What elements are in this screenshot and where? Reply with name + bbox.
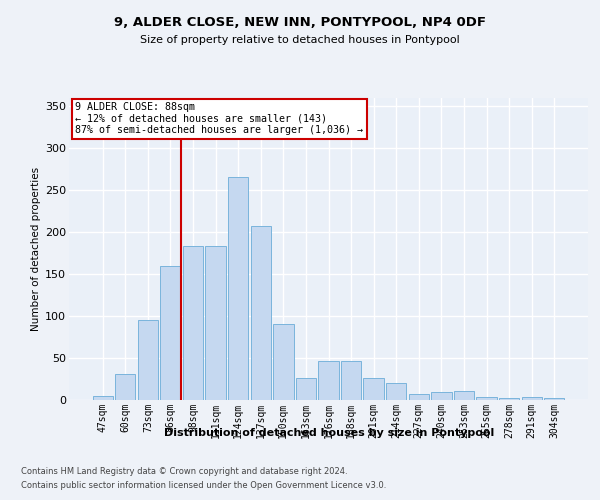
Bar bbox=[319, 362, 338, 400]
Text: 9 ALDER CLOSE: 88sqm
← 12% of detached houses are smaller (143)
87% of semi-deta: 9 ALDER CLOSE: 88sqm ← 12% of detached h… bbox=[75, 102, 363, 135]
Bar bbox=[544, 398, 565, 400]
Bar bbox=[364, 378, 384, 400]
Text: Distribution of detached houses by size in Pontypool: Distribution of detached houses by size … bbox=[164, 428, 494, 438]
Bar bbox=[499, 398, 519, 400]
Text: Size of property relative to detached houses in Pontypool: Size of property relative to detached ho… bbox=[140, 35, 460, 45]
Bar bbox=[115, 374, 136, 400]
Bar bbox=[409, 394, 429, 400]
Bar bbox=[386, 383, 406, 400]
Bar bbox=[205, 246, 226, 400]
Bar bbox=[454, 391, 474, 400]
Bar bbox=[251, 226, 271, 400]
Bar bbox=[160, 266, 181, 400]
Text: Contains public sector information licensed under the Open Government Licence v3: Contains public sector information licen… bbox=[21, 480, 386, 490]
Text: 9, ALDER CLOSE, NEW INN, PONTYPOOL, NP4 0DF: 9, ALDER CLOSE, NEW INN, PONTYPOOL, NP4 … bbox=[114, 16, 486, 29]
Bar bbox=[183, 246, 203, 400]
Y-axis label: Number of detached properties: Number of detached properties bbox=[31, 166, 41, 331]
Bar bbox=[296, 378, 316, 400]
Text: Contains HM Land Registry data © Crown copyright and database right 2024.: Contains HM Land Registry data © Crown c… bbox=[21, 466, 347, 475]
Bar bbox=[341, 362, 361, 400]
Bar bbox=[476, 396, 497, 400]
Bar bbox=[521, 398, 542, 400]
Bar bbox=[228, 178, 248, 400]
Bar bbox=[92, 396, 113, 400]
Bar bbox=[138, 320, 158, 400]
Bar bbox=[273, 324, 293, 400]
Bar bbox=[431, 392, 452, 400]
